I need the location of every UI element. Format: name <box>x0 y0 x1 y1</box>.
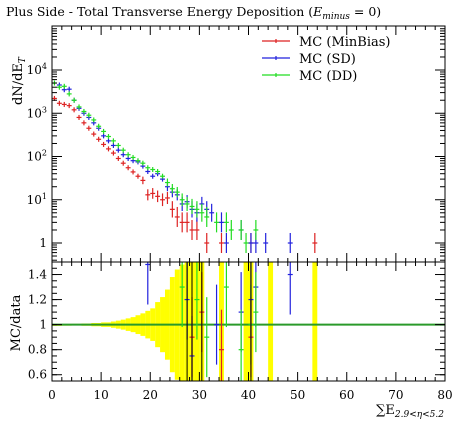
ratio-plot-frame <box>51 261 446 382</box>
x-tick-label: 70 <box>388 388 403 402</box>
chart-title-tail: = 0) <box>350 4 381 19</box>
chart-title-math-sub: minus <box>322 12 350 22</box>
chart-title-math: E <box>312 4 322 19</box>
x-tick-label: 20 <box>143 388 158 402</box>
ratio-plot-x-axis-label: ∑E2.9<η<5.2 <box>376 403 444 420</box>
series-mc-minbias- <box>52 95 318 253</box>
ratio-plot-y-axis-label: MC/data <box>9 294 24 351</box>
chart-title-text: Plus Side - Total Transverse Energy Depo… <box>6 4 313 19</box>
ratio-y-tick-label: 0.6 <box>28 368 47 382</box>
ratio-plot-x-axis-label-text: ∑E <box>376 403 395 418</box>
x-tick-label: 30 <box>192 388 207 402</box>
uncertainty-band <box>312 262 318 381</box>
ratio-plot-marks <box>52 262 445 381</box>
x-tick-label: 10 <box>93 388 108 402</box>
main-plot-panel: 1 101 102 103 104 dN/dET MC (MinBias) MC (SD)… <box>11 25 446 263</box>
x-tick-label: 0 <box>48 388 56 402</box>
main-plot-marks <box>52 80 318 253</box>
ratio-plot-x-axis-label-sub: 2.9<η<5.2 <box>394 410 444 420</box>
y-tick-label: 103 <box>27 105 47 120</box>
main-plot-frame <box>51 25 446 263</box>
ratio-y-tick-label: 1.4 <box>28 268 47 282</box>
legend-label: MC (SD) <box>299 52 356 67</box>
uncertainty-band <box>268 262 274 381</box>
legend: MC (MinBias) MC (SD) MC (DD) <box>262 35 391 84</box>
ratio-plot-panel: 0.6 0.8 1 1.2 1.4 0 10 20 30 40 50 60 70 80 MC/data ∑… <box>9 261 453 420</box>
legend-label: MC (MinBias) <box>299 35 391 50</box>
x-tick-label: 50 <box>290 388 305 402</box>
y-tick-label: 1 <box>39 236 47 250</box>
x-tick-label: 60 <box>339 388 354 402</box>
series-mc-sd- <box>56 82 293 253</box>
chart-title: Plus Side - Total Transverse Energy Depo… <box>6 4 381 22</box>
main-plot-y-axis-label-text: dN/dE <box>11 63 26 105</box>
series-mc-dd- <box>52 80 259 253</box>
ratio-y-tick-label: 1.2 <box>28 293 47 307</box>
legend-label: MC (DD) <box>299 69 357 84</box>
uncertainty-band <box>243 262 249 381</box>
ratio-y-tick-label: 0.8 <box>28 343 47 357</box>
y-tick-label: 104 <box>27 62 47 77</box>
main-plot-y-axis-label-sub: T <box>18 56 28 63</box>
x-tick-label: 40 <box>241 388 256 402</box>
ratio-plot-axes: 0.6 0.8 1 1.2 1.4 0 10 20 30 40 50 60 70 80 <box>28 262 453 402</box>
x-tick-label: 80 <box>437 388 452 402</box>
main-plot-y-axis-label: dN/dET <box>11 56 28 105</box>
ratio-y-tick-label: 1 <box>39 318 47 332</box>
y-tick-label: 102 <box>27 149 47 164</box>
y-tick-label: 101 <box>27 192 47 207</box>
main-plot-axes: 1 101 102 103 104 <box>27 26 446 262</box>
